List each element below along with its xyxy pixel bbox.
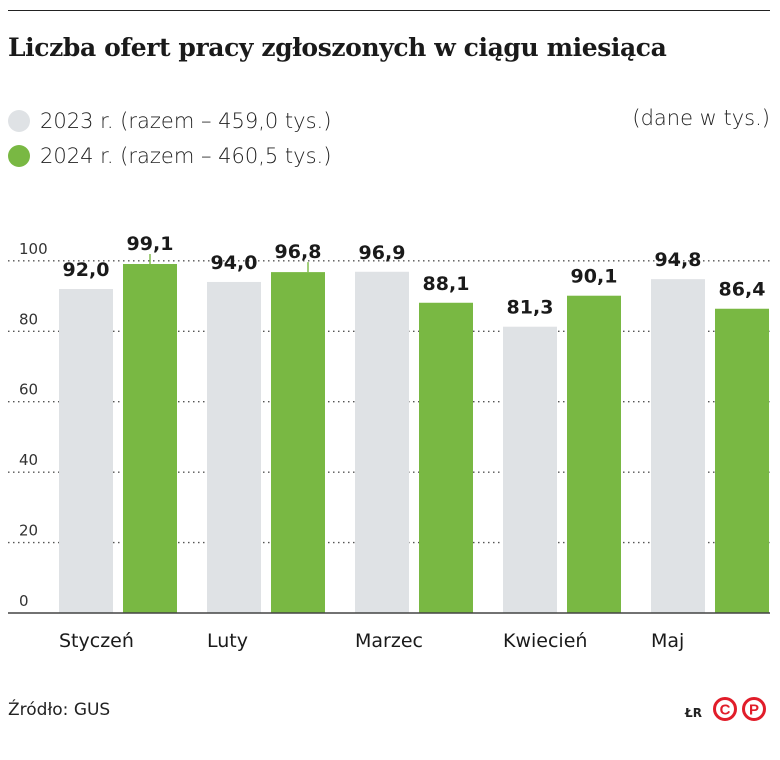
top-rule [8,10,770,11]
data-label-2023-0: 92,0 [63,259,110,281]
x-tick-label-0: Styczeń [59,630,134,652]
x-tick-label-2: Marzec [355,630,423,652]
y-tick-label-100: 100 [19,240,48,258]
y-tick-label-20: 20 [19,522,38,540]
data-label-2024-2: 88,1 [423,273,470,295]
bar-2023-4 [651,279,705,613]
legend-swatch-2023 [8,110,30,132]
legend-item-2023: 2023 r. (razem – 459,0 tys.) [8,106,331,136]
y-tick-label-80: 80 [19,310,38,328]
data-label-2023-1: 94,0 [211,252,258,274]
data-label-2024-1: 96,8 [275,241,322,263]
x-tick-label-3: Kwiecień [503,630,587,652]
data-label-2023-2: 96,9 [359,242,406,264]
units-note: (dane w tys.) [632,106,770,130]
bar-2024-0 [123,264,177,613]
bar-2024-2 [419,302,473,613]
legend-label-2024: 2024 r. (razem – 460,5 tys.) [40,144,332,168]
x-tick-label-1: Luty [207,630,248,652]
data-label-2023-4: 94,8 [655,249,702,271]
bar-2023-0 [59,289,113,613]
data-label-2024-3: 90,1 [571,266,618,288]
legend-label-2023: 2023 r. (razem – 459,0 tys.) [40,109,332,133]
chart-title: Liczba ofert pracy zgłoszonych w ciągu m… [8,33,667,62]
data-label-2024-4: 86,4 [719,279,766,301]
logo-letter-c: C [720,702,731,719]
y-tick-label-40: 40 [19,451,38,469]
bar-2024-4 [715,308,769,613]
y-tick-label-0: 0 [19,592,29,610]
data-label-2024-0: 99,1 [127,233,174,255]
bar-2023-2 [355,271,409,613]
logo-letter-p: P [749,702,759,719]
x-tick-label-4: Maj [651,630,684,652]
legend-item-2024: 2024 r. (razem – 460,5 tys.) [8,141,331,171]
bar-2024-1 [271,272,325,613]
cp-logo-icon: C P [713,697,766,721]
data-label-2023-3: 81,3 [507,297,554,319]
bar-2023-3 [503,326,557,613]
y-tick-label-60: 60 [19,381,38,399]
legend-swatch-2024 [8,145,30,167]
bar-2023-1 [207,281,261,613]
bar-2024-3 [567,295,621,613]
source-note: Źródło: GUS [8,700,111,720]
author-credit: ŁR [685,706,702,720]
